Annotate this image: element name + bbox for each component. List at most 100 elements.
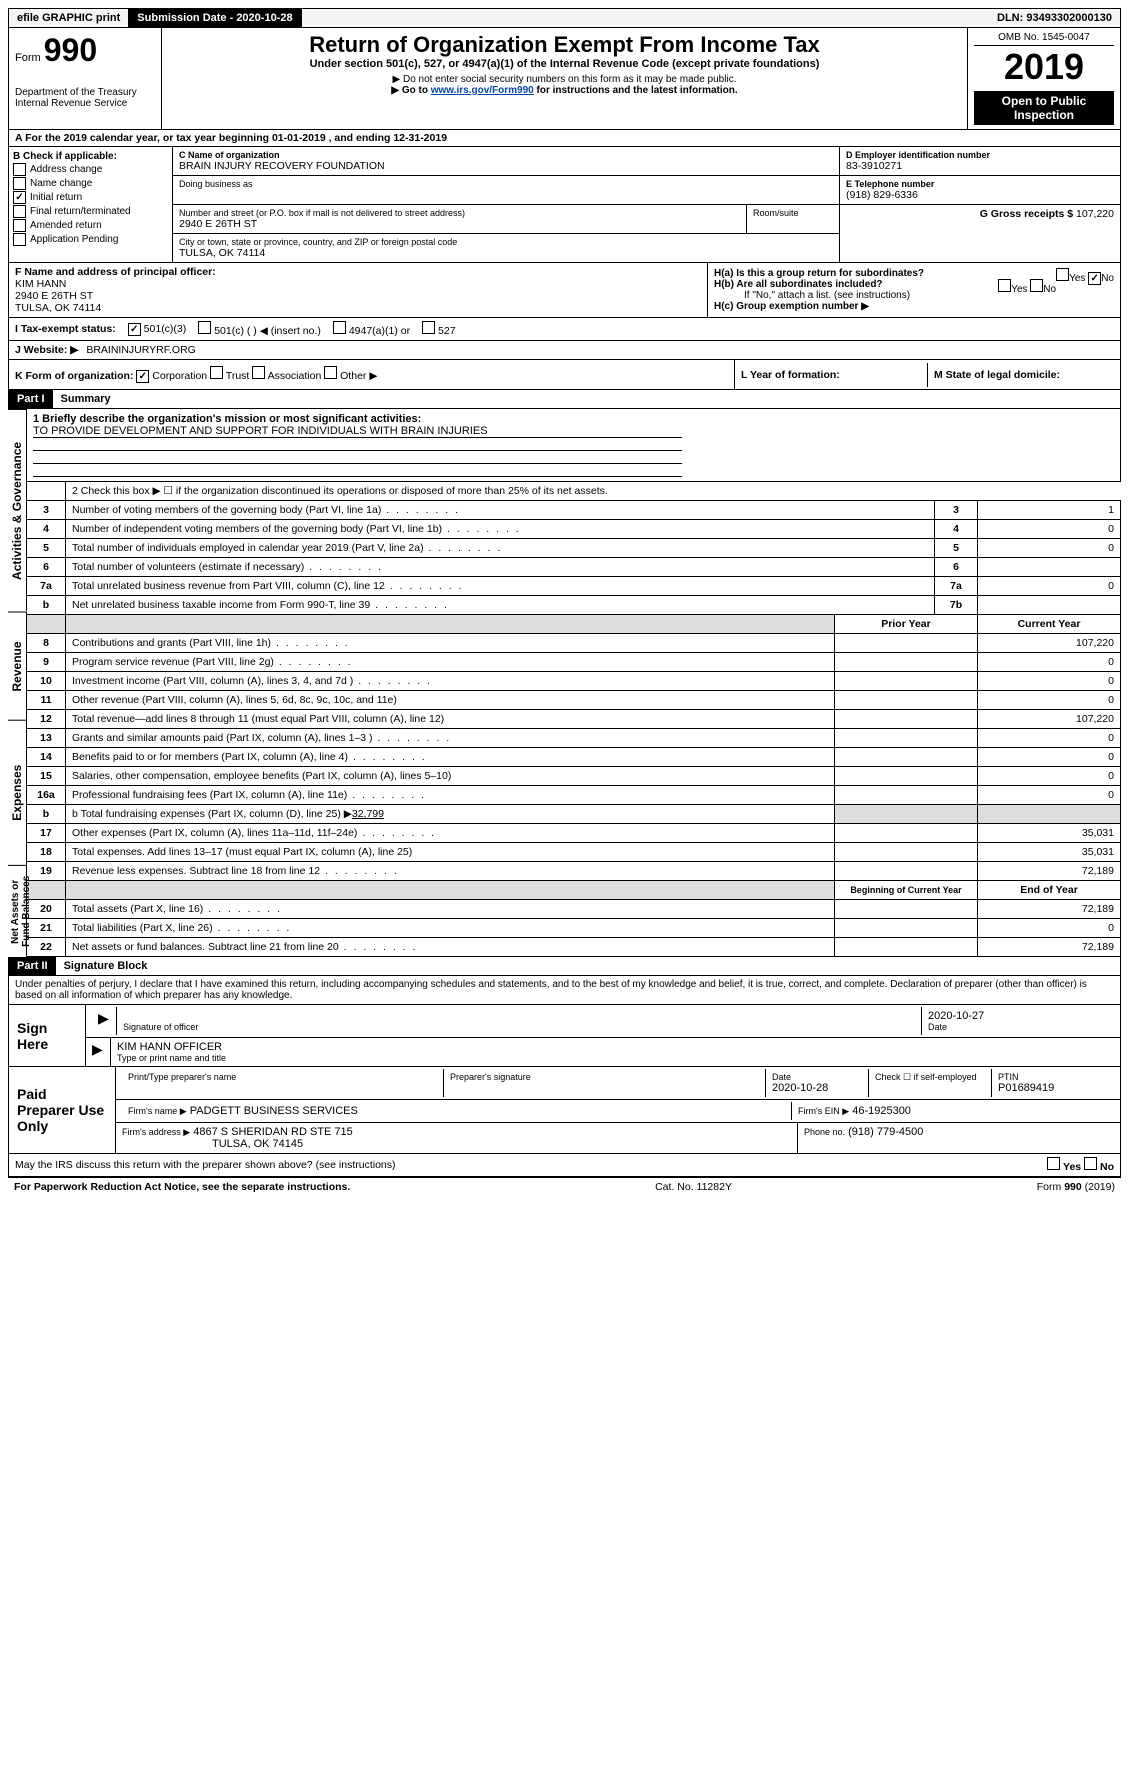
line-8: Contributions and grants (Part VIII, lin… (66, 634, 835, 653)
check-label: Amended return (30, 220, 102, 231)
goto-post: for instructions and the latest informat… (537, 85, 738, 96)
line-1-label: 1 Briefly describe the organization's mi… (33, 413, 1114, 425)
l16b-pre: b Total fundraising expenses (Part IX, c… (72, 808, 352, 820)
phone-label: E Telephone number (846, 179, 1114, 189)
checkbox-icon[interactable] (13, 191, 26, 204)
street-address: 2940 E 26TH ST (179, 218, 740, 230)
opt-other: Other ▶ (340, 370, 377, 382)
checkbox-icon[interactable] (1056, 268, 1069, 281)
line-11: Other revenue (Part VIII, column (A), li… (66, 691, 835, 710)
val-10: 0 (978, 672, 1121, 691)
form-title: Return of Organization Exempt From Incom… (170, 32, 959, 58)
firm-addr2: TULSA, OK 74145 (212, 1138, 303, 1150)
gross-value: 107,220 (1076, 208, 1114, 220)
info-block: B Check if applicable: Address change Na… (8, 147, 1121, 263)
line-7a: Total unrelated business revenue from Pa… (66, 577, 935, 596)
self-employed-check[interactable]: Check ☐ if self-employed (869, 1069, 992, 1097)
efile-label[interactable]: efile GRAPHIC print (9, 9, 129, 27)
checkbox-icon[interactable] (13, 163, 26, 176)
tax-year: 2019 (974, 46, 1114, 88)
governance-table: 2 Check this box ▶ ☐ if the organization… (27, 482, 1121, 615)
firm-name: PADGETT BUSINESS SERVICES (190, 1105, 358, 1117)
line-7b: Net unrelated business taxable income fr… (66, 596, 935, 615)
expenses-table: 13Grants and similar amounts paid (Part … (27, 729, 1121, 881)
yes-label: Yes (1011, 284, 1027, 295)
omb-number: OMB No. 1545-0047 (974, 32, 1114, 46)
mission-text: TO PROVIDE DEVELOPMENT AND SUPPORT FOR I… (33, 425, 682, 438)
checkbox-icon[interactable] (13, 219, 26, 232)
sig-officer-label: Signature of officer (123, 1022, 915, 1032)
row-j: J Website: ▶ BRAININJURYRF.ORG (8, 341, 1121, 360)
checkbox-icon[interactable] (998, 279, 1011, 292)
form-subtitle: Under section 501(c), 527, or 4947(a)(1)… (170, 58, 959, 70)
line-16b: b Total fundraising expenses (Part IX, c… (66, 805, 835, 824)
begin-year-hdr: Beginning of Current Year (835, 881, 978, 900)
paperwork-notice: For Paperwork Reduction Act Notice, see … (14, 1181, 350, 1193)
check-initial[interactable]: Initial return (13, 191, 168, 204)
line-14: Benefits paid to or for members (Part IX… (66, 748, 835, 767)
checkbox-icon[interactable] (252, 366, 265, 379)
val-7b (978, 596, 1121, 615)
check-label: Application Pending (30, 234, 118, 245)
checkbox-icon[interactable] (1047, 1157, 1060, 1170)
checkbox-icon[interactable] (13, 177, 26, 190)
paid-preparer-label: Paid Preparer Use Only (9, 1067, 116, 1153)
opt-501c3: 501(c)(3) (144, 323, 187, 335)
check-label: Address change (30, 164, 102, 175)
check-name[interactable]: Name change (13, 177, 168, 190)
checkbox-icon[interactable] (422, 321, 435, 334)
val-11: 0 (978, 691, 1121, 710)
ha-label: H(a) Is this a group return for subordin… (714, 268, 924, 279)
checkbox-icon[interactable] (136, 370, 149, 383)
officer-addr1: 2940 E 26TH ST (15, 290, 701, 302)
firm-name-label: Firm's name ▶ (128, 1106, 187, 1116)
firm-phone: (918) 779-4500 (848, 1126, 923, 1138)
prior-year-hdr: Prior Year (835, 615, 978, 634)
check-pending[interactable]: Application Pending (13, 233, 168, 246)
checkbox-icon[interactable] (13, 205, 26, 218)
val-14: 0 (978, 748, 1121, 767)
val-15: 0 (978, 767, 1121, 786)
firm-ein-label: Firm's EIN ▶ (798, 1106, 849, 1116)
officer-label: F Name and address of principal officer: (15, 266, 701, 278)
checkbox-icon[interactable] (1088, 272, 1101, 285)
part-1-title: Summary (53, 390, 119, 408)
top-bar: efile GRAPHIC print Submission Date - 20… (8, 8, 1121, 28)
checkbox-icon[interactable] (198, 321, 211, 334)
check-label: Name change (30, 178, 92, 189)
form990-link[interactable]: www.irs.gov/Form990 (431, 85, 534, 96)
check-address[interactable]: Address change (13, 163, 168, 176)
check-final[interactable]: Final return/terminated (13, 205, 168, 218)
val-7a: 0 (978, 577, 1121, 596)
revenue-table: Prior YearCurrent Year 8Contributions an… (27, 615, 1121, 729)
checkbox-icon[interactable] (1030, 279, 1043, 292)
checkbox-icon[interactable] (210, 366, 223, 379)
prep-date-label: Date (772, 1072, 862, 1082)
line-19: Revenue less expenses. Subtract line 18 … (66, 862, 835, 881)
checkbox-icon[interactable] (1084, 1157, 1097, 1170)
ptin-value: P01689419 (998, 1082, 1108, 1094)
goto-pre: ▶ Go to (391, 85, 430, 96)
form-label: Form (15, 52, 41, 64)
vtab-governance: Activities & Governance (8, 409, 27, 611)
line-10: Investment income (Part VIII, column (A)… (66, 672, 835, 691)
arrow-icon: ▶ (86, 1038, 111, 1066)
l16b-val: 32,799 (352, 808, 384, 820)
line-16a: Professional fundraising fees (Part IX, … (66, 786, 835, 805)
no-label: No (1043, 284, 1056, 295)
end-year-hdr: End of Year (978, 881, 1121, 900)
checkbox-icon[interactable] (333, 321, 346, 334)
checkbox-icon[interactable] (13, 233, 26, 246)
val-12: 107,220 (978, 710, 1121, 729)
firm-addr-label: Firm's address ▶ (122, 1127, 190, 1137)
val-21: 0 (978, 919, 1121, 938)
declaration-text: Under penalties of perjury, I declare th… (8, 976, 1121, 1005)
row-i: I Tax-exempt status: 501(c)(3) 501(c) ( … (8, 318, 1121, 341)
line-12: Total revenue—add lines 8 through 11 (mu… (66, 710, 835, 729)
paid-preparer-block: Paid Preparer Use Only Print/Type prepar… (8, 1067, 1121, 1154)
hb-label: H(b) Are all subordinates included? (714, 279, 883, 290)
form-header: Form 990 Department of the Treasury Inte… (8, 28, 1121, 130)
check-amended[interactable]: Amended return (13, 219, 168, 232)
checkbox-icon[interactable] (128, 323, 141, 336)
checkbox-icon[interactable] (324, 366, 337, 379)
